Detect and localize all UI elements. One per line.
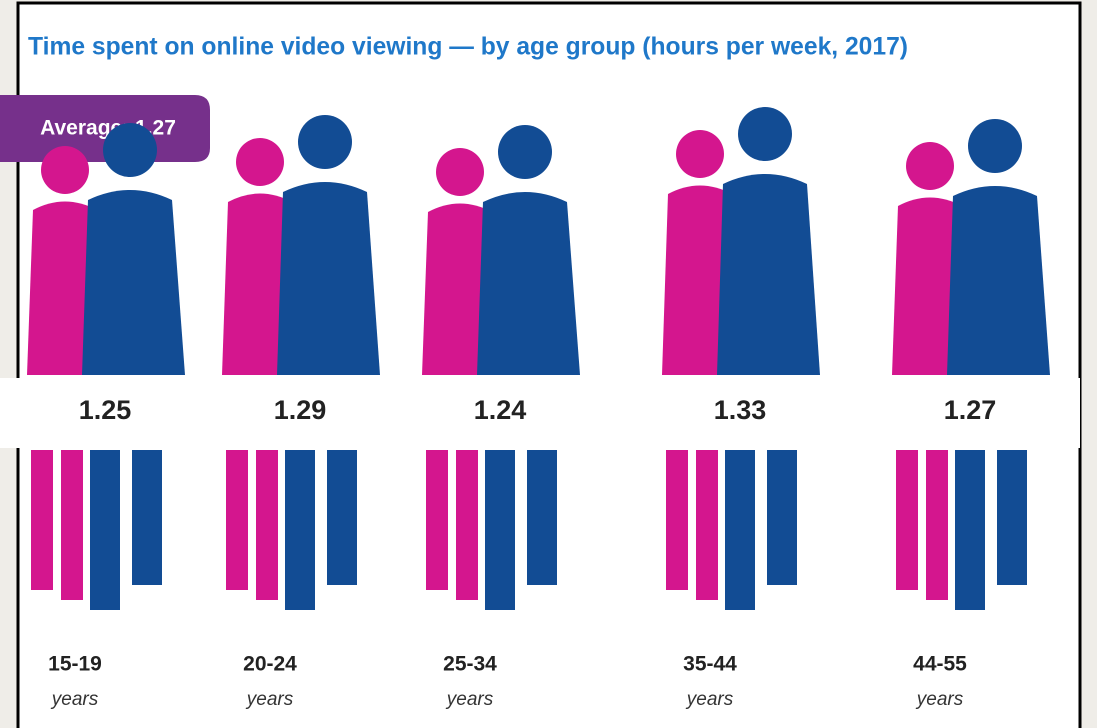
male-leg <box>485 450 515 610</box>
category-label: 15-19 <box>48 653 102 676</box>
female-head <box>436 148 484 196</box>
category-label: 44-55 <box>913 653 967 676</box>
chart: Time spent on online video viewing — by … <box>0 0 1097 728</box>
male-leg <box>767 450 797 585</box>
male-head <box>103 123 157 177</box>
category-sublabel: years <box>245 689 294 710</box>
female-head <box>41 146 89 194</box>
female-leg <box>696 450 718 600</box>
female-leg <box>31 450 53 590</box>
female-leg <box>226 450 248 590</box>
female-leg <box>666 450 688 590</box>
male-leg <box>90 450 120 610</box>
value-label: 1.24 <box>474 395 527 425</box>
female-leg <box>61 450 83 600</box>
male-leg <box>132 450 162 585</box>
category-sublabel: years <box>445 689 494 710</box>
male-body <box>277 182 380 375</box>
male-body <box>947 186 1050 375</box>
category-sublabel: years <box>50 689 99 710</box>
value-label: 1.25 <box>79 395 132 425</box>
male-head <box>968 119 1022 173</box>
female-head <box>236 138 284 186</box>
female-head <box>906 142 954 190</box>
female-leg <box>926 450 948 600</box>
value-label: 1.27 <box>944 395 997 425</box>
male-leg <box>327 450 357 585</box>
male-leg <box>285 450 315 610</box>
male-body <box>717 174 820 375</box>
category-label: 25-34 <box>443 653 497 676</box>
female-leg <box>456 450 478 600</box>
value-label: 1.29 <box>274 395 327 425</box>
female-leg <box>896 450 918 590</box>
male-leg <box>725 450 755 610</box>
male-leg <box>997 450 1027 585</box>
category-sublabel: years <box>685 689 734 710</box>
male-head <box>298 115 352 169</box>
category-sublabel: years <box>915 689 964 710</box>
female-head <box>676 130 724 178</box>
male-head <box>738 107 792 161</box>
page: Time spent on online video viewing — by … <box>0 0 1097 728</box>
category-label: 20-24 <box>243 653 297 676</box>
male-body <box>82 190 185 375</box>
value-label: 1.33 <box>714 395 767 425</box>
female-leg <box>426 450 448 590</box>
male-head <box>498 125 552 179</box>
male-leg <box>955 450 985 610</box>
male-body <box>477 192 580 375</box>
female-leg <box>256 450 278 600</box>
category-label: 35-44 <box>683 653 737 676</box>
male-leg <box>527 450 557 585</box>
chart-title: Time spent on online video viewing — by … <box>28 33 908 61</box>
